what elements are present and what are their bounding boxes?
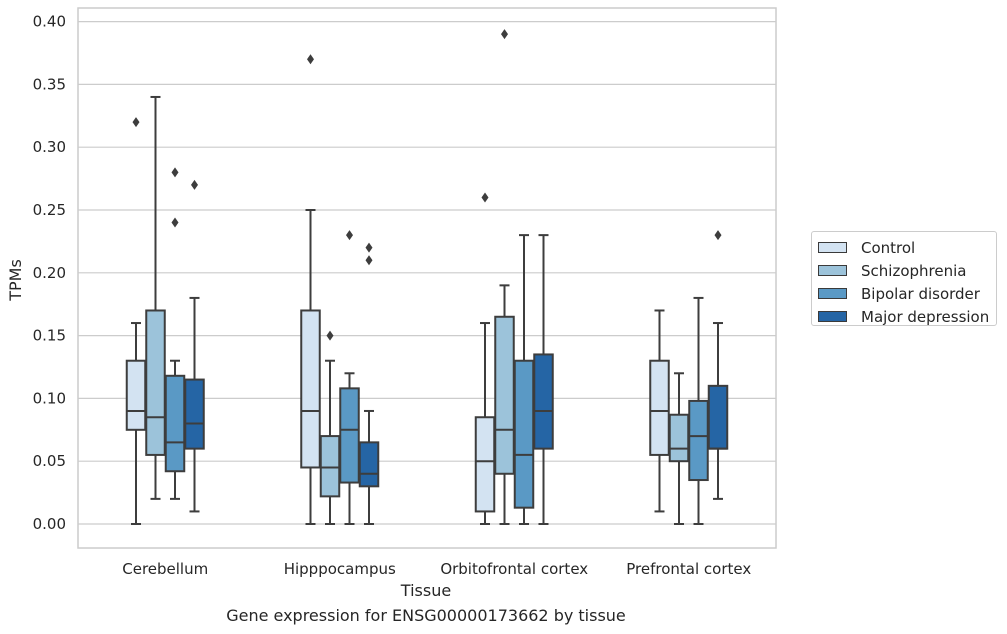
box-orbitofrontal-cortex-schizophrenia [494,29,515,525]
box-cerebellum-bipolar-disorder [164,167,186,500]
box-body [494,315,515,475]
x-axis-label: Tissue [400,581,451,600]
outlier-point [365,242,373,253]
y-tick-label: 0.00 [33,515,66,533]
legend-item: Major depression [818,305,996,328]
x-tick-label: Cerebellum [122,560,208,578]
box-body [339,387,360,484]
legend: Control Schizophrenia Bipolar disorder M… [811,231,997,326]
x-tick-label: Prefrontal cortex [626,560,751,578]
box-prefrontal-cortex-schizophrenia [668,372,690,525]
axes: 0.00 0.05 0.10 0.15 0.20 0.25 0.30 0.35 0.40 Cere… [33,7,777,578]
y-tick-label: 0.10 [33,389,66,407]
legend-item: Schizophrenia [818,259,996,282]
outlier-point [326,330,334,341]
y-tick-label: 0.05 [33,452,66,470]
box-body [668,413,690,463]
box-orbitofrontal-cortex-major-depression [533,234,554,525]
legend-swatch [818,311,847,322]
y-tick-label: 0.35 [33,75,66,93]
plot-frame [77,7,777,549]
y-tick-label: 0.30 [33,138,66,156]
box-hipppocampus-bipolar-disorder [339,230,360,525]
box-prefrontal-cortex-control [649,309,670,513]
box-cerebellum-schizophrenia [145,95,166,500]
outlier-point [171,217,179,228]
box-body [300,309,321,469]
box-body [145,309,166,456]
outlier-point [307,54,314,65]
box-body [513,359,535,509]
legend-swatch [818,242,847,253]
box-body [358,441,380,488]
chart-caption: Gene expression for ENSG00000173662 by t… [226,606,626,625]
box-body [319,435,341,498]
box-body [688,399,709,482]
box-body [125,359,147,431]
y-tick-label: 0.20 [33,264,66,282]
outlier-point [501,29,508,40]
box-orbitofrontal-cortex-control [474,192,496,525]
outlier-point [481,192,489,203]
legend-swatch [818,288,847,299]
box-cerebellum-control [125,117,147,525]
box-prefrontal-cortex-major-depression [707,230,729,500]
legend-label: Schizophrenia [861,261,967,280]
box-hipppocampus-schizophrenia [319,330,341,525]
y-tick-label: 0.25 [33,201,66,219]
x-tick-label: Orbitofrontal cortex [440,560,588,578]
box-orbitofrontal-cortex-bipolar-disorder [513,234,535,525]
box-body [649,359,670,456]
box-hipppocampus-control [300,54,321,525]
outlier-point [132,117,140,128]
box-body [474,416,496,513]
legend-item: Bipolar disorder [818,282,996,305]
legend-label: Major depression [861,307,990,326]
box-body [707,384,729,450]
box-body [184,378,205,450]
box-body [533,353,554,450]
legend-label: Control [861,238,916,257]
box-body [164,374,186,473]
outlier-point [714,230,722,241]
box-cerebellum-major-depression [184,179,205,513]
legend-item: Control [818,236,996,259]
outlier-point [365,255,373,266]
box-layer [125,29,729,525]
y-tick-label: 0.15 [33,327,66,345]
box-hipppocampus-major-depression [358,242,380,525]
outlier-point [191,179,198,190]
legend-label: Bipolar disorder [861,284,980,303]
outlier-point [346,230,353,241]
box-prefrontal-cortex-bipolar-disorder [688,296,709,525]
x-tick-label: Hipppocampus [284,560,396,578]
y-axis-label: TPMs [6,259,25,302]
outlier-point [171,167,179,178]
legend-swatch [818,265,847,276]
y-tick-label: 0.40 [33,13,66,31]
